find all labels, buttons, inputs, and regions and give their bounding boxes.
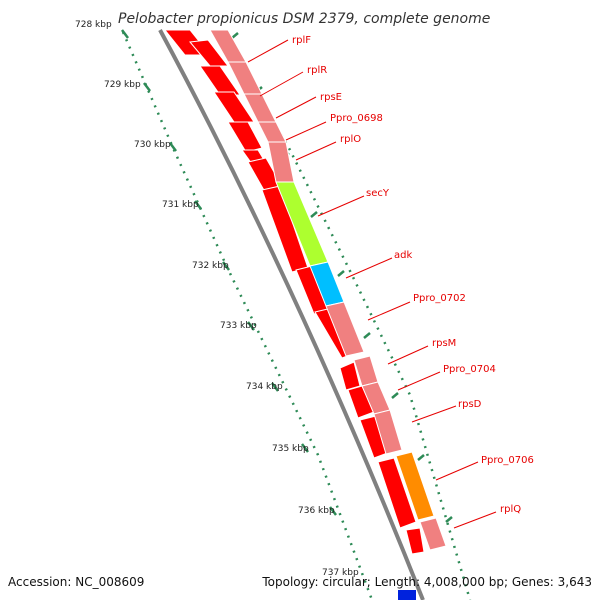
gene-label[interactable]: Ppro_0698	[330, 113, 383, 124]
outer-tick	[310, 211, 318, 218]
leader-line-ppro-0698	[285, 121, 327, 141]
tick-labels: 728 kbp 729 kbp 730 kbp 731 kbp 732 kbp …	[75, 20, 359, 578]
bottom-feature	[398, 590, 416, 600]
cds-arrow	[227, 121, 263, 153]
cds-arrow	[213, 91, 255, 123]
accession-text: Accession: NC_008609	[8, 575, 144, 589]
leader-line-rplF	[247, 39, 289, 63]
leader-line-rplQ	[453, 511, 497, 529]
tick-label: 729 kbp	[104, 80, 141, 90]
leader-line-ppro-0702	[367, 301, 411, 321]
tick-label: 733 kbp	[220, 321, 257, 331]
tick-mark-735	[301, 443, 309, 453]
map-title: Pelobacter propionicus DSM 2379, complet…	[118, 11, 490, 27]
leader-line-secY	[317, 195, 365, 217]
outer-strand	[209, 29, 447, 551]
tick-label: 731 kbp	[162, 200, 199, 210]
gene-label[interactable]: rplF	[292, 35, 311, 46]
tick-mark-729	[143, 82, 151, 92]
tick-mark-733	[247, 321, 255, 331]
leader-line-adk	[345, 257, 393, 279]
cds-arrow	[189, 39, 230, 67]
outer-tick	[363, 332, 371, 339]
tick-label: 735 kbp	[272, 444, 309, 454]
gene-label[interactable]: rpsE	[320, 92, 342, 103]
tick-label: 730 kbp	[134, 140, 171, 150]
cds-arrow	[405, 527, 425, 555]
gene-label[interactable]: rplQ	[500, 504, 521, 515]
leader-line-rplR	[259, 71, 304, 97]
leader-lines	[247, 39, 497, 529]
tick-track	[121, 29, 374, 600]
tick-mark-730	[169, 142, 177, 152]
gene-label[interactable]: secY	[366, 188, 390, 199]
gene-labels: rplF rplR rpsE Ppro_0698 rplO secY adk P…	[292, 35, 534, 515]
leader-line-rpsD	[411, 405, 457, 423]
outer-tick	[391, 392, 399, 399]
outer-tick	[231, 32, 239, 39]
gene-band-ppro-0706	[395, 451, 435, 521]
tick-label: 736 kbp	[298, 506, 335, 516]
cds-arrow	[199, 65, 241, 96]
leader-line-rplO	[295, 141, 337, 161]
tick-label: 728 kbp	[75, 20, 112, 30]
gene-label[interactable]: rpsM	[432, 338, 456, 349]
leader-line-ppro-0706	[435, 461, 479, 481]
gene-band-rpsD	[373, 409, 403, 455]
outer-tick	[337, 270, 345, 277]
leader-line-rpsM	[387, 345, 429, 365]
outer-tick	[417, 454, 425, 461]
cds-arrow	[339, 361, 361, 391]
gene-label[interactable]: Ppro_0704	[443, 364, 496, 375]
tick-label: 737 kbp	[322, 568, 359, 578]
tick-mark-731	[194, 200, 202, 210]
outer-tick-dots	[220, 29, 472, 600]
gene-band-ppro-0702	[325, 301, 365, 357]
inner-strand	[163, 29, 425, 555]
gene-label[interactable]: adk	[394, 250, 412, 261]
gene-band-ppro-0698	[257, 121, 287, 143]
tick-mark-734	[271, 382, 279, 392]
tick-label: 734 kbp	[246, 382, 283, 392]
gene-label[interactable]: rplR	[307, 65, 327, 76]
tick-mark-736	[329, 506, 337, 516]
gene-label[interactable]: rplO	[340, 134, 361, 145]
outer-tick	[445, 516, 453, 523]
tick-mark-728	[121, 29, 129, 39]
leader-line-rpsE	[275, 96, 317, 119]
gene-band-rplQ	[419, 517, 447, 551]
gene-label[interactable]: Ppro_0706	[481, 455, 534, 466]
genome-backbone	[158, 29, 425, 600]
tick-mark-732	[222, 261, 230, 271]
gene-label[interactable]: Ppro_0702	[413, 293, 466, 304]
gene-label[interactable]: rpsD	[458, 399, 482, 410]
outer-tick-marks	[231, 32, 453, 523]
cds-arrow	[377, 457, 417, 529]
leader-line-ppro-0704	[397, 371, 441, 391]
topology-text: Topology: circular; Length: 4,008,000 bp…	[261, 575, 592, 589]
tick-label: 732 kbp	[192, 261, 229, 271]
